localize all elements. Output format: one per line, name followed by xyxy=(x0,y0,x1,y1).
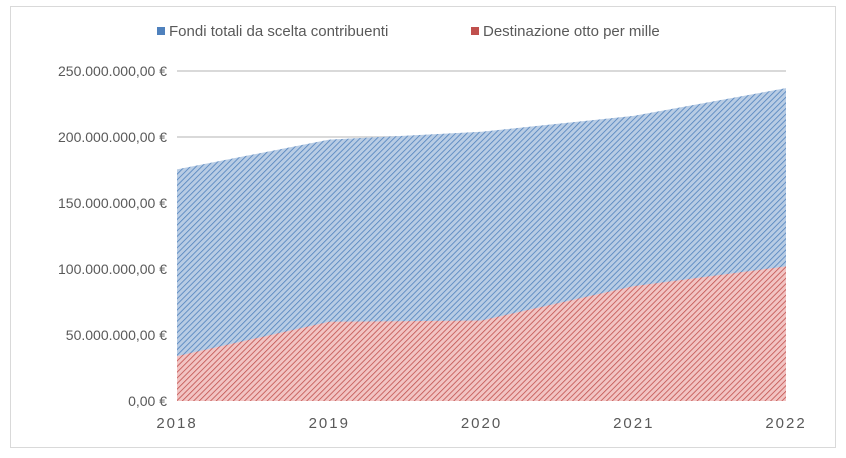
y-tick-label: 100.000.000,00 € xyxy=(58,261,167,277)
x-tick-label: 2019 xyxy=(309,415,350,432)
y-tick-label: 150.000.000,00 € xyxy=(58,195,167,211)
y-tick-label: 50.000.000,00 € xyxy=(66,327,167,343)
x-tick-label: 2020 xyxy=(461,415,502,432)
y-tick-label: 250.000.000,00 € xyxy=(58,63,167,79)
legend-label: Destinazione otto per mille xyxy=(483,23,660,40)
x-tick-label: 2018 xyxy=(156,415,197,432)
legend-label: Fondi totali da scelta contribuenti xyxy=(169,23,388,40)
y-tick-label: 200.000.000,00 € xyxy=(58,129,167,145)
y-tick-label: 0,00 € xyxy=(128,393,167,409)
legend-swatch xyxy=(471,27,479,35)
x-tick-label: 2021 xyxy=(613,415,654,432)
x-tick-label: 2022 xyxy=(765,415,806,432)
legend-swatch xyxy=(157,27,165,35)
area-series-otto-per-mille xyxy=(177,266,786,401)
